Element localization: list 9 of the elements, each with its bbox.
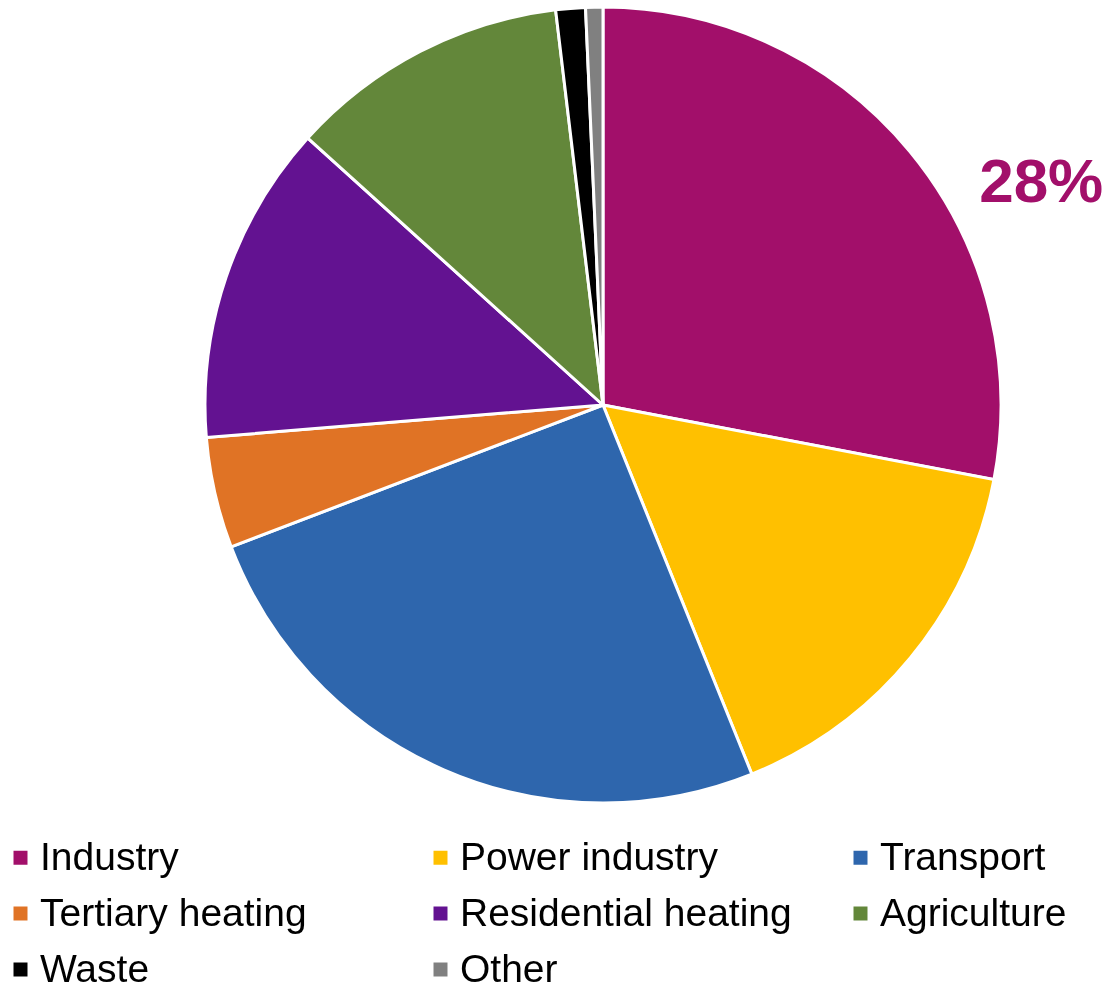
legend-label: Other bbox=[460, 946, 558, 990]
legend-label: Agriculture bbox=[880, 890, 1067, 934]
legend-label: Transport bbox=[880, 834, 1046, 878]
legend-label: Power industry bbox=[460, 834, 719, 878]
legend-label: Residential heating bbox=[460, 890, 792, 934]
legend-label: Tertiary heating bbox=[40, 890, 307, 934]
legend-label: Waste bbox=[40, 946, 150, 990]
legend-label: Industry bbox=[40, 834, 180, 878]
data-label: 28% bbox=[979, 146, 1104, 216]
